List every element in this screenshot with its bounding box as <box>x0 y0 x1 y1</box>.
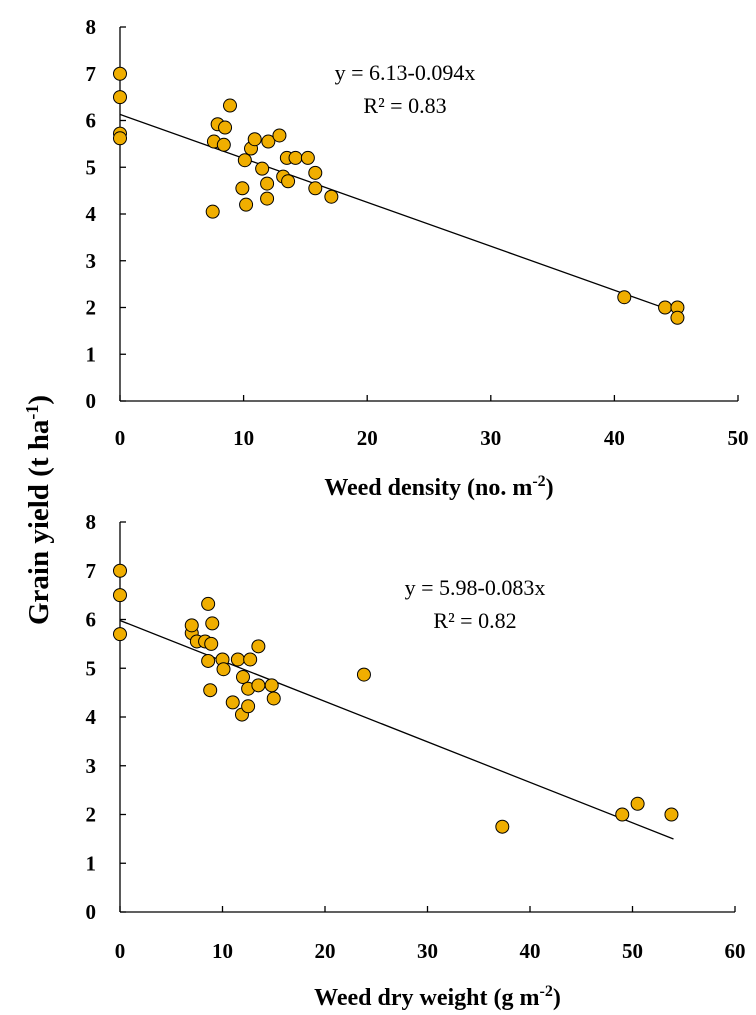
y-axis-title: Grain yield (t ha-1) <box>22 395 55 625</box>
data-point <box>658 300 673 315</box>
data-point <box>308 181 323 196</box>
data-point <box>241 699 256 714</box>
x-axis-title: Weed dry weight (g m-2) <box>314 983 561 1011</box>
x-tick-label: 0 <box>115 426 126 450</box>
data-point <box>237 153 252 168</box>
trendline <box>119 619 674 840</box>
regression-equation: y = 6.13-0.094x <box>335 60 476 85</box>
data-point <box>113 131 127 146</box>
x-axis-title: Weed density (no. m-2) <box>324 473 553 501</box>
data-point <box>113 627 127 642</box>
y-tick-label: 0 <box>86 389 97 413</box>
data-point <box>261 134 276 149</box>
chart-weed-dry-weight: 0 1 2 3 4 5 6 7 8 0 10 20 30 40 50 60 Weed dry weight (g… <box>86 510 746 1011</box>
data-point <box>230 652 245 667</box>
r-squared: R² = 0.83 <box>363 93 446 118</box>
data-point <box>203 683 218 698</box>
data-point <box>617 290 632 305</box>
x-tick-label: 0 <box>115 939 126 963</box>
data-point <box>272 128 287 143</box>
data-point <box>243 652 258 667</box>
data-point <box>356 667 371 682</box>
data-point <box>300 150 315 165</box>
data-point <box>615 807 630 822</box>
data-point <box>216 137 231 152</box>
data-point <box>113 588 127 603</box>
y-tick-label: 3 <box>86 754 97 778</box>
data-point <box>324 189 339 204</box>
y-tick-label: 7 <box>86 559 97 583</box>
data-point <box>670 310 685 325</box>
x-tick-label: 20 <box>357 426 378 450</box>
data-point <box>113 66 127 81</box>
y-tick-label: 5 <box>86 656 97 680</box>
data-point <box>251 678 266 693</box>
y-tick-label: 4 <box>86 202 97 226</box>
data-point <box>218 120 233 135</box>
y-tick-label: 6 <box>86 109 97 133</box>
data-point <box>204 636 219 651</box>
y-tick-label: 2 <box>86 296 97 320</box>
y-tick-label: 8 <box>86 510 97 534</box>
y-tick-label: 6 <box>86 608 97 632</box>
x-tick-label: 50 <box>622 939 643 963</box>
x-tick-label: 30 <box>480 426 501 450</box>
data-point <box>266 691 281 706</box>
data-point <box>288 150 303 165</box>
data-point <box>239 197 254 212</box>
x-tick-label: 60 <box>725 939 746 963</box>
data-point <box>255 161 270 176</box>
data-point <box>184 618 199 633</box>
data-point <box>247 132 262 147</box>
x-tick-label: 40 <box>604 426 625 450</box>
chart-weed-density: 0 1 2 3 4 5 6 7 8 0 10 20 30 40 50 Weed density (no. m-… <box>86 15 749 501</box>
data-point <box>251 639 266 654</box>
regression-equation: y = 5.98-0.083x <box>405 575 546 600</box>
data-point <box>201 596 216 611</box>
data-point <box>281 174 296 189</box>
x-tick-label: 10 <box>212 939 233 963</box>
trendline <box>119 113 677 313</box>
data-point <box>113 563 127 578</box>
data-point <box>223 98 238 113</box>
data-point <box>235 181 250 196</box>
data-point <box>630 796 645 811</box>
data-point <box>113 90 127 105</box>
y-tick-label: 7 <box>86 62 97 86</box>
x-tick-label: 30 <box>417 939 438 963</box>
y-tick-label: 2 <box>86 803 97 827</box>
data-point <box>664 807 679 822</box>
data-point <box>216 662 231 677</box>
data-point <box>260 191 275 206</box>
data-point <box>236 670 250 685</box>
data-point <box>308 165 323 180</box>
data-point <box>264 678 279 693</box>
data-point <box>225 695 240 710</box>
y-tick-label: 3 <box>86 249 97 273</box>
y-tick-label: 1 <box>86 342 97 366</box>
data-point <box>205 616 220 631</box>
y-tick-label: 4 <box>86 705 97 729</box>
data-point <box>205 204 220 219</box>
data-point <box>260 176 275 191</box>
data-point <box>495 819 510 834</box>
x-tick-label: 20 <box>315 939 336 963</box>
x-tick-label: 40 <box>520 939 541 963</box>
y-tick-label: 5 <box>86 155 97 179</box>
x-tick-label: 10 <box>233 426 254 450</box>
r-squared: R² = 0.82 <box>433 608 516 633</box>
x-tick-label: 50 <box>728 426 749 450</box>
y-tick-label: 1 <box>86 851 97 875</box>
data-point <box>201 653 216 668</box>
y-tick-label: 0 <box>86 900 97 924</box>
y-tick-label: 8 <box>86 15 97 39</box>
